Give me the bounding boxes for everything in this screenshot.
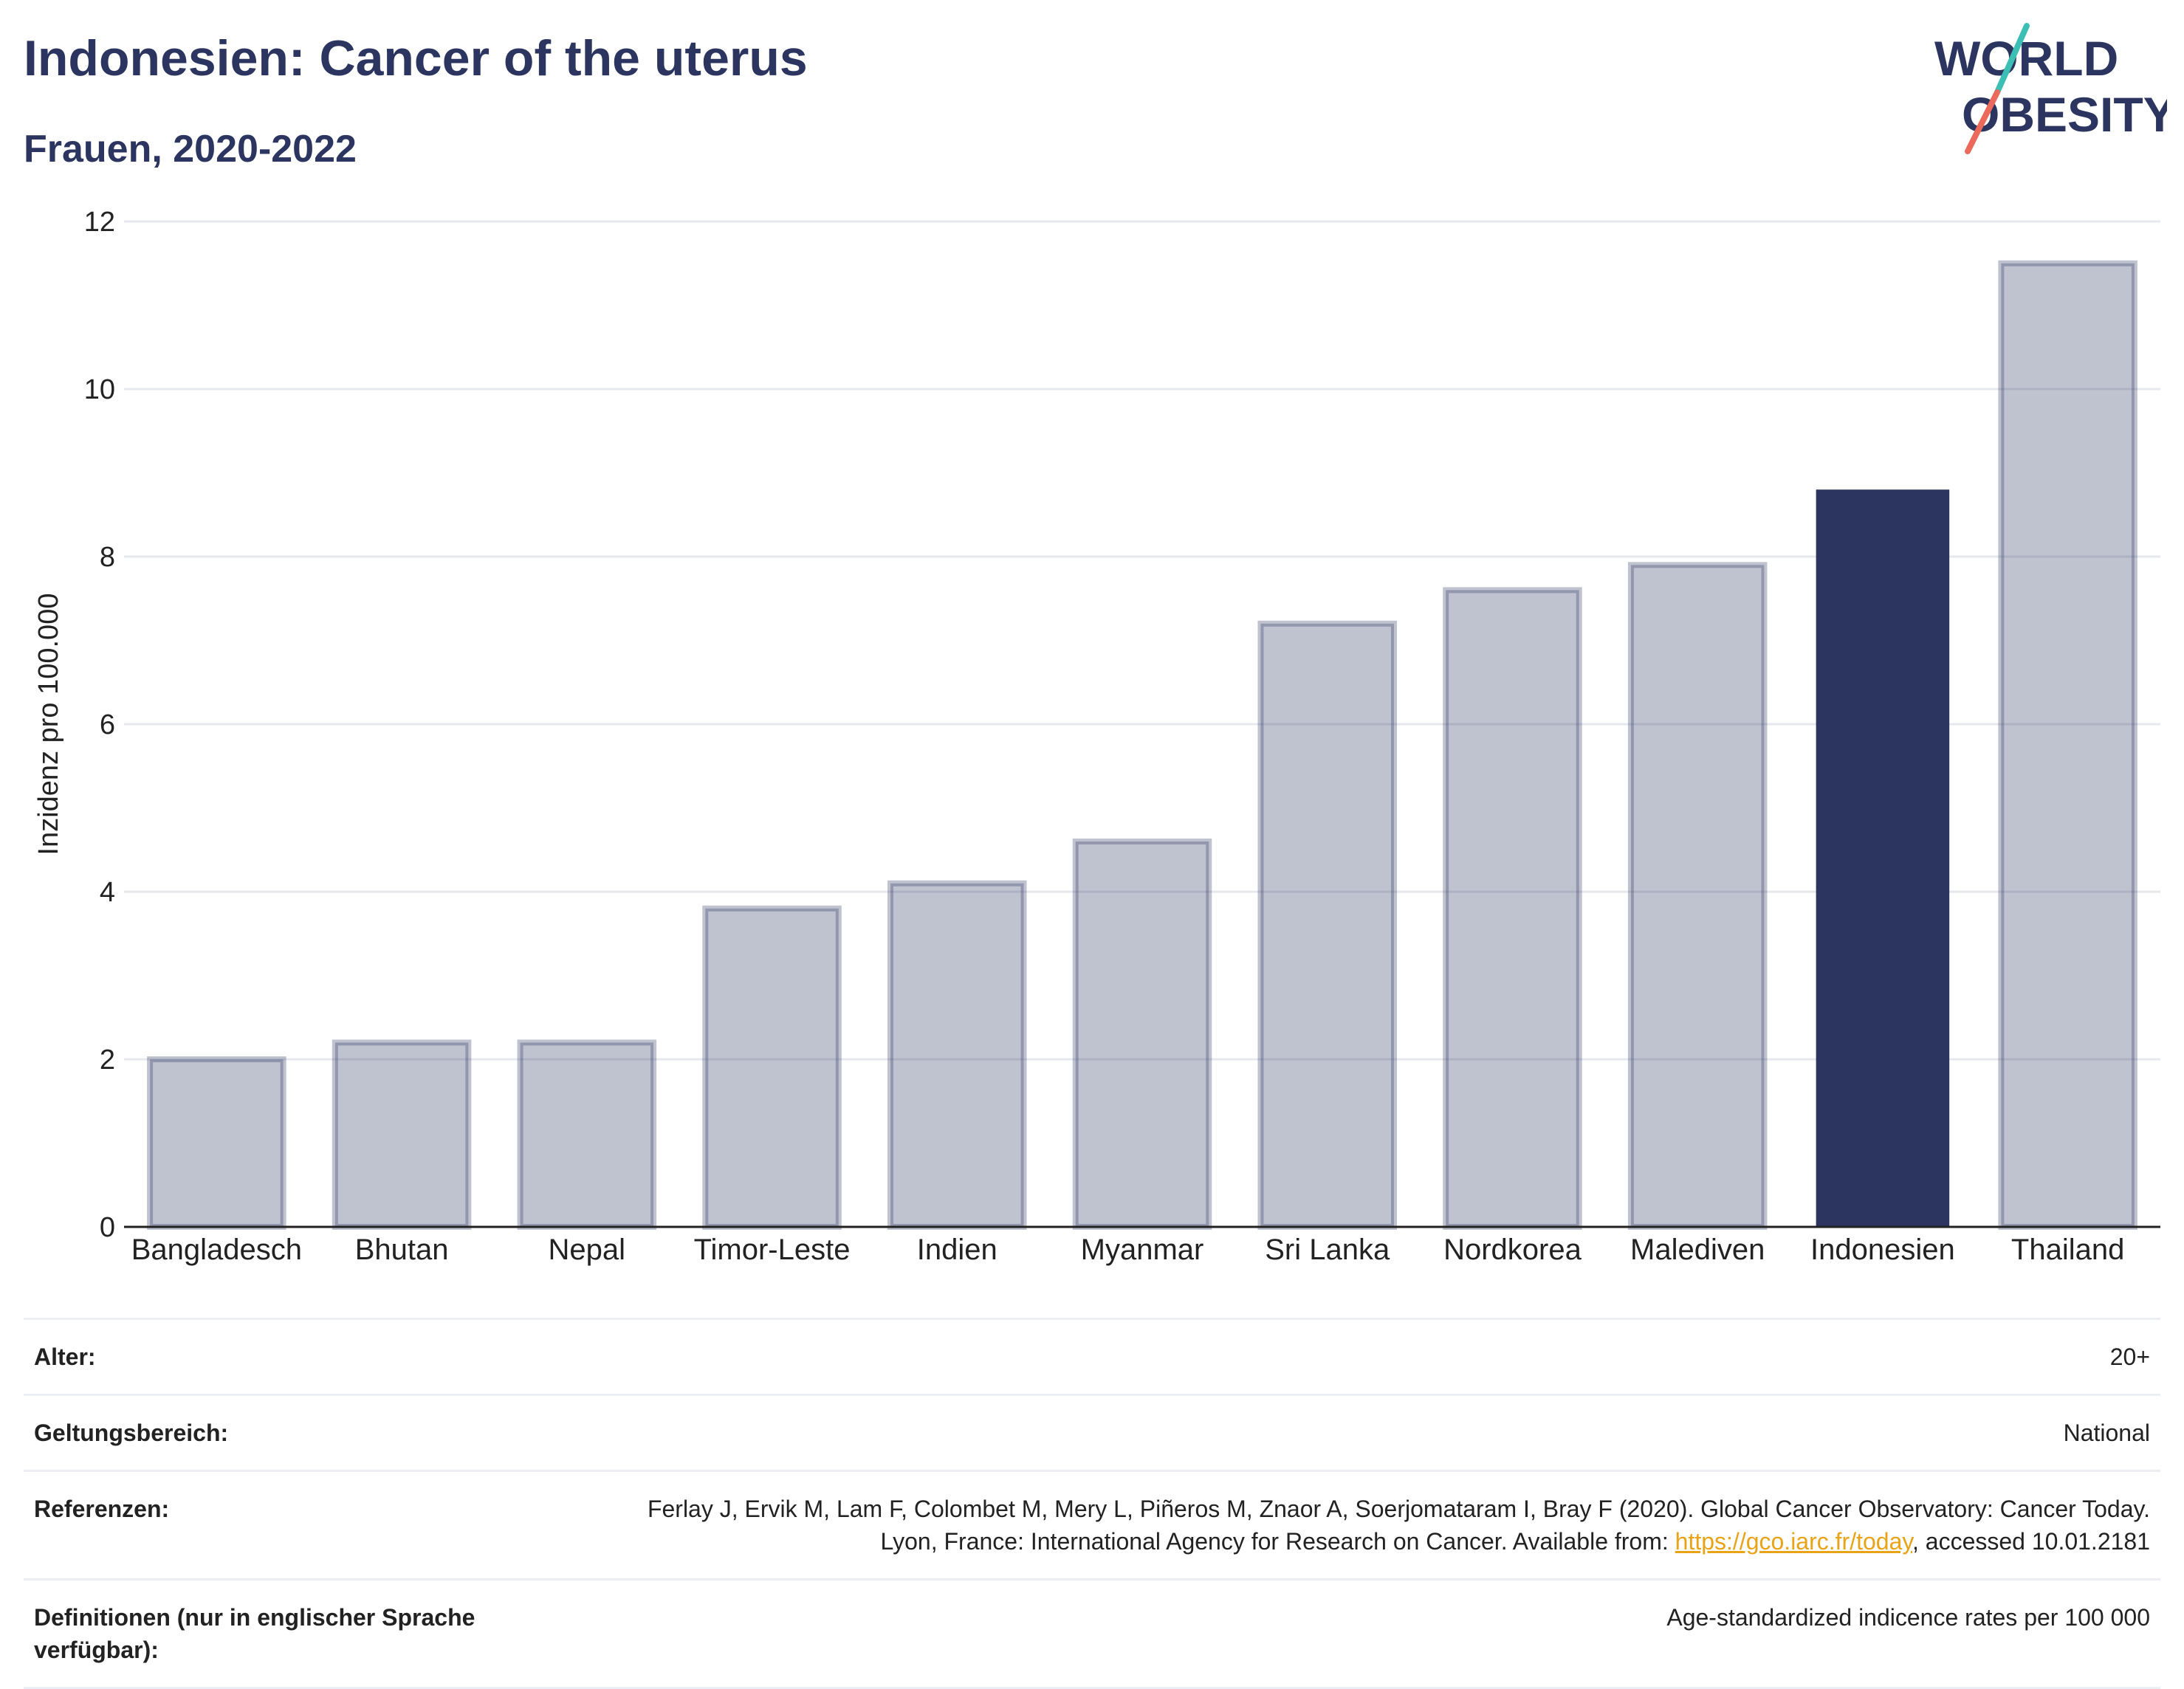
bar-bhutan bbox=[332, 1039, 472, 1231]
meta-value: National bbox=[2063, 1420, 2150, 1446]
y-tick-label: 12 bbox=[84, 207, 115, 238]
world-obesity-logo: WORLD OBESITY bbox=[1934, 23, 2167, 154]
meta-value: 20+ bbox=[2109, 1344, 2150, 1370]
y-tick-label: 6 bbox=[100, 709, 115, 740]
x-tick-label: Thailand bbox=[2011, 1234, 2124, 1266]
logo-slash-coral bbox=[1965, 89, 2000, 154]
bar-indonesien bbox=[1816, 489, 1950, 1227]
x-tick-label: Nordkorea bbox=[1443, 1234, 1582, 1266]
bars bbox=[147, 260, 2137, 1231]
x-tick-label: Indien bbox=[917, 1234, 997, 1266]
meta-value: Age-standardized indicence rates per 100… bbox=[1666, 1604, 2150, 1631]
meta-label: Definitionen (nur in englischer Sprache … bbox=[34, 1604, 475, 1663]
x-tick-label: Malediven bbox=[1630, 1234, 1765, 1266]
logo-line-1: WORLD bbox=[1934, 31, 2118, 86]
x-tick-label: Indonesien bbox=[1810, 1234, 1955, 1266]
meta-row-age: Alter: 20+ bbox=[24, 1318, 2160, 1394]
chart-title: Indonesien: Cancer of the uterus bbox=[24, 30, 808, 86]
meta-label: Geltungsbereich: bbox=[34, 1420, 229, 1446]
meta-row-references: Referenzen: Ferlay J, Ervik M, Lam F, Co… bbox=[24, 1470, 2160, 1578]
meta-label: Referenzen: bbox=[34, 1496, 170, 1522]
bar-nordkorea bbox=[1443, 587, 1582, 1230]
meta-label: Alter: bbox=[34, 1344, 96, 1370]
meta-row-scope: Geltungsbereich: National bbox=[24, 1394, 2160, 1470]
logo-slash-teal bbox=[1994, 23, 2030, 95]
bar-malediven bbox=[1627, 562, 1768, 1231]
y-tick-label: 4 bbox=[100, 877, 115, 908]
bar-timor-leste bbox=[702, 905, 842, 1230]
x-tick-label: Bhutan bbox=[355, 1234, 449, 1266]
meta-row-definitions: Definitionen (nur in englischer Sprache … bbox=[24, 1578, 2160, 1689]
x-tick-label: Myanmar bbox=[1081, 1234, 1204, 1266]
meta-value-reference: Ferlay J, Ervik M, Lam F, Colombet M, Me… bbox=[600, 1493, 2150, 1558]
bar-indien bbox=[887, 880, 1027, 1231]
bar-nepal bbox=[517, 1039, 657, 1231]
reference-accessed: , accessed 10.01.2181 bbox=[1912, 1528, 2150, 1555]
y-axis-ticks: 0 2 4 6 8 10 12 bbox=[84, 207, 115, 1243]
reference-link[interactable]: https://gco.iarc.fr/today bbox=[1675, 1528, 1912, 1555]
bar-sri-lanka bbox=[1257, 620, 1397, 1230]
metadata-table: Alter: 20+ Geltungsbereich: National Ref… bbox=[24, 1318, 2160, 1689]
x-tick-label: Timor-Leste bbox=[694, 1234, 851, 1266]
y-tick-label: 8 bbox=[100, 542, 115, 573]
y-tick-label: 2 bbox=[100, 1045, 115, 1076]
y-tick-label: 10 bbox=[84, 374, 115, 405]
bar-myanmar bbox=[1072, 838, 1212, 1230]
x-axis-ticks: Bangladesch Bhutan Nepal Timor-Leste Indien M… bbox=[131, 1234, 2125, 1266]
bar-chart: 0 2 4 6 8 10 12 Bangladesch Bhutan Nepal Timor-Le… bbox=[33, 207, 2160, 1266]
y-axis-label: Inzidenz pro 100.000 bbox=[33, 594, 64, 856]
y-tick-label: 0 bbox=[100, 1212, 115, 1243]
x-tick-label: Sri Lanka bbox=[1265, 1234, 1390, 1266]
reference-text: Ferlay J, Ervik M, Lam F, Colombet M, Me… bbox=[647, 1496, 2150, 1555]
x-tick-label: Bangladesch bbox=[131, 1234, 302, 1266]
bar-bangladesch bbox=[147, 1056, 286, 1230]
bar-thailand bbox=[1998, 260, 2137, 1230]
chart-subtitle: Frauen, 2020-2022 bbox=[24, 128, 357, 171]
x-tick-label: Nepal bbox=[549, 1234, 626, 1266]
